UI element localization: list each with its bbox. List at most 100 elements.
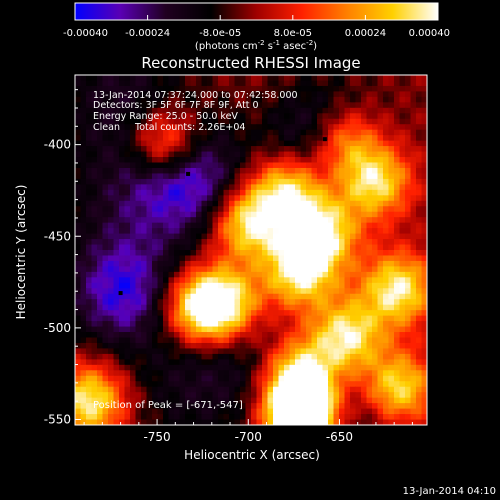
- heatmap-cell: [405, 244, 411, 251]
- heatmap-cell: [311, 195, 318, 202]
- heatmap-cell: [234, 233, 241, 240]
- heatmap-cell: [212, 293, 219, 300]
- heatmap-cell: [196, 173, 202, 180]
- heatmap-cell: [234, 282, 241, 289]
- heatmap-cell: [366, 392, 373, 399]
- heatmap-cell: [256, 118, 263, 125]
- heatmap-cell: [399, 173, 406, 180]
- heatmap-cell: [410, 277, 417, 284]
- heatmap-cell: [278, 162, 285, 169]
- heatmap-cell: [179, 217, 186, 224]
- heatmap-cell: [372, 107, 378, 114]
- heatmap-cell: [339, 348, 345, 355]
- heatmap-cell: [229, 75, 235, 81]
- heatmap-cell: [256, 337, 263, 344]
- heatmap-cell: [416, 173, 422, 180]
- heatmap-cell: [108, 129, 114, 136]
- heatmap-cell: [339, 337, 345, 344]
- heatmap-cell: [174, 167, 180, 174]
- heatmap-cell: [322, 173, 329, 180]
- heatmap-cell: [234, 124, 241, 131]
- heatmap-cell: [339, 184, 345, 191]
- heatmap-cell: [201, 266, 208, 273]
- heatmap-cell: [328, 206, 334, 213]
- heatmap-cell: [344, 96, 351, 103]
- heatmap-cell: [267, 124, 274, 131]
- heatmap-cell: [355, 102, 362, 109]
- heatmap-cell: [157, 244, 164, 251]
- heatmap-cell: [311, 113, 318, 120]
- heatmap-cell: [141, 408, 147, 415]
- heatmap-cell: [317, 146, 323, 153]
- heatmap-cell: [201, 260, 208, 267]
- heatmap-cell: [80, 277, 87, 284]
- heatmap-cell: [317, 222, 323, 229]
- heatmap-cell: [152, 102, 158, 109]
- heatmap-cell: [322, 419, 329, 425]
- heatmap-cell: [306, 266, 312, 273]
- heatmap-cell: [317, 184, 323, 191]
- heatmap-cell: [179, 85, 186, 92]
- heatmap-cell: [212, 200, 219, 207]
- heatmap-cell: [86, 244, 92, 251]
- heatmap-cell: [146, 211, 153, 218]
- heatmap-cell: [416, 244, 422, 251]
- heatmap-cell: [361, 332, 367, 338]
- heatmap-cell: [157, 419, 164, 425]
- heatmap-cell: [388, 282, 395, 289]
- heatmap-cell: [130, 211, 136, 218]
- heatmap-cell: [405, 419, 411, 425]
- heatmap-cell: [311, 162, 318, 169]
- heatmap-cell: [306, 239, 312, 246]
- heatmap-cell: [179, 408, 186, 415]
- heatmap-cell: [141, 113, 147, 120]
- heatmap-cell: [289, 408, 296, 415]
- heatmap-cell: [273, 135, 279, 142]
- heatmap-cell: [256, 310, 263, 317]
- heatmap-cell: [86, 162, 92, 169]
- heatmap-cell: [416, 364, 422, 371]
- heatmap-cell: [223, 107, 230, 114]
- heatmap-cell: [306, 102, 312, 109]
- heatmap-cell: [410, 386, 417, 393]
- heatmap-cell: [366, 113, 373, 120]
- heatmap-cell: [328, 370, 334, 377]
- heatmap-cell: [135, 222, 142, 229]
- heatmap-cell: [113, 419, 120, 425]
- heatmap-cell: [295, 403, 301, 410]
- heatmap-cell: [86, 233, 92, 240]
- heatmap-cell: [394, 304, 400, 311]
- heatmap-cell: [366, 173, 373, 180]
- heatmap-cell: [102, 271, 109, 278]
- heatmap-cell: [80, 288, 87, 295]
- heatmap-cell: [201, 403, 208, 410]
- heatmap-cell: [91, 129, 98, 136]
- heatmap-cell: [405, 189, 411, 196]
- heatmap-cell: [113, 80, 120, 87]
- heatmap-cell: [361, 85, 367, 92]
- heatmap-cell: [207, 239, 213, 246]
- heatmap-cell: [152, 178, 158, 185]
- heatmap-cell: [97, 419, 103, 425]
- heatmap-cell: [174, 348, 180, 355]
- heatmap-cell: [273, 85, 279, 92]
- heatmap-cell: [157, 359, 164, 366]
- heatmap-cell: [174, 173, 180, 180]
- heatmap-cell: [97, 162, 103, 169]
- heatmap-cell: [388, 146, 395, 153]
- heatmap-cell: [399, 233, 406, 240]
- heatmap-cell: [350, 255, 356, 262]
- heatmap-cell: [245, 217, 252, 224]
- heatmap-cell: [256, 189, 263, 196]
- heatmap-cell: [135, 162, 142, 169]
- heatmap-cell: [245, 151, 252, 158]
- heatmap-cell: [256, 315, 263, 322]
- heatmap-cell: [262, 255, 268, 262]
- heatmap-cell: [97, 386, 103, 393]
- heatmap-cell: [328, 107, 334, 114]
- heatmap-cell: [405, 353, 411, 360]
- heatmap-cell: [229, 135, 235, 142]
- heatmap-cell: [86, 271, 92, 278]
- heatmap-cell: [256, 107, 263, 114]
- heatmap-cell: [289, 239, 296, 246]
